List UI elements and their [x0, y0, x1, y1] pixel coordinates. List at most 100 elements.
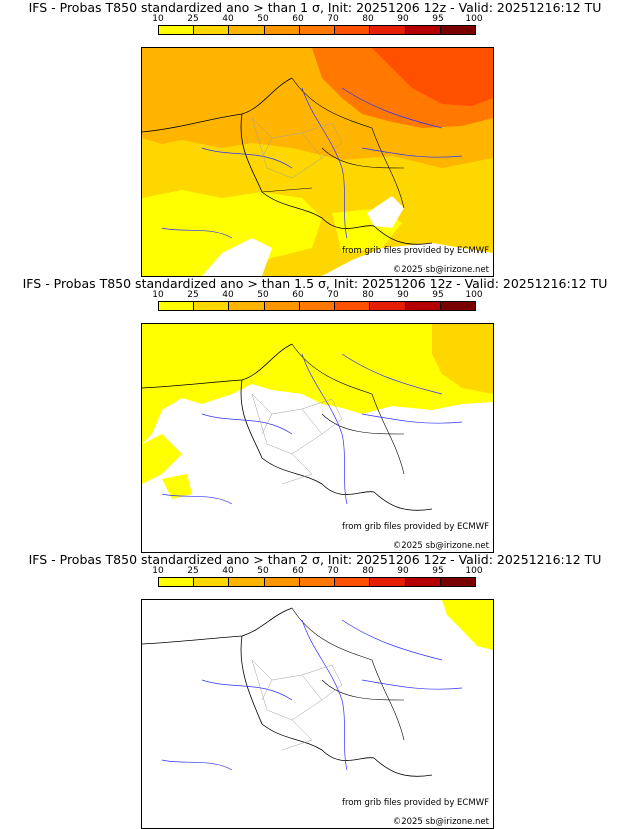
map-panel-2sigma: IFS - Probas T850 standardized ano > tha…	[0, 552, 630, 829]
panel-title: IFS - Probas T850 standardized ano > tha…	[28, 552, 602, 567]
scale-label: 70	[327, 566, 339, 576]
panel-title: IFS - Probas T850 standardized ano > tha…	[22, 276, 608, 291]
scale-swatch	[335, 578, 371, 586]
coastline	[142, 77, 433, 245]
scale-swatch	[194, 26, 230, 34]
river	[161, 87, 463, 239]
scale-label: 25	[187, 14, 199, 24]
probability-fill-25	[142, 324, 493, 444]
scale-label: 90	[397, 566, 409, 576]
scale-swatch	[370, 26, 406, 34]
map-background	[142, 600, 493, 828]
scale-swatch	[264, 578, 300, 586]
scale-label: 100	[465, 566, 483, 576]
scale-label: 95	[432, 290, 444, 300]
scale-swatch	[159, 302, 195, 310]
data-credit: from grib files provided by ECMWF	[342, 246, 489, 256]
scale-swatch	[264, 26, 300, 34]
scale-label: 90	[397, 14, 409, 24]
probability-fill-25	[142, 434, 182, 484]
river	[161, 619, 463, 771]
scale-swatch	[370, 578, 406, 586]
scale-label: 60	[292, 290, 304, 300]
map-canvas	[142, 48, 493, 276]
scale-swatch	[264, 302, 300, 310]
probability-fill-40	[432, 324, 493, 394]
scale-swatch	[194, 302, 230, 310]
scale-label: 80	[362, 566, 374, 576]
coastline	[142, 343, 433, 511]
scale-label: 40	[222, 290, 234, 300]
map-canvas	[142, 600, 493, 828]
scale-label: 80	[362, 290, 374, 300]
probability-fill-25	[442, 600, 493, 650]
probability-map: from grib files provided by ECMWF ©2025 …	[141, 47, 494, 277]
country-border	[291, 607, 405, 741]
probability-fill-25	[162, 474, 192, 499]
coastline	[142, 607, 433, 777]
scale-label: 60	[292, 566, 304, 576]
scale-swatch	[405, 26, 441, 34]
color-scale-bar	[158, 301, 476, 311]
map-panel-1sigma: IFS - Probas T850 standardized ano > tha…	[0, 0, 630, 277]
panel-title: IFS - Probas T850 standardized ano > tha…	[28, 0, 602, 15]
probability-fill-70	[372, 48, 493, 106]
copyright: ©2025 sb@irizone.net	[392, 265, 489, 275]
scale-label: 50	[257, 14, 269, 24]
scale-swatch	[194, 578, 230, 586]
color-scale-bar	[158, 577, 476, 587]
color-scale: 10 25 40 50 60 70 80 90 95 100	[152, 566, 483, 590]
scale-swatch	[440, 302, 475, 310]
scale-label: 25	[187, 566, 199, 576]
scale-label: 80	[362, 14, 374, 24]
scale-label: 70	[327, 14, 339, 24]
color-scale-bar	[158, 25, 476, 35]
sea-area	[367, 196, 404, 228]
copyright: ©2025 sb@irizone.net	[392, 541, 489, 551]
scale-label: 95	[432, 566, 444, 576]
admin-boundary	[251, 659, 343, 751]
scale-swatch	[370, 302, 406, 310]
scale-label: 50	[257, 566, 269, 576]
scale-label: 25	[187, 290, 199, 300]
country-border	[261, 77, 405, 209]
copyright: ©2025 sb@irizone.net	[392, 817, 489, 827]
scale-swatch	[159, 26, 195, 34]
scale-label: 95	[432, 14, 444, 24]
scale-swatch	[440, 26, 475, 34]
scale-label: 60	[292, 14, 304, 24]
admin-boundary	[251, 117, 343, 179]
scale-label: 70	[327, 290, 339, 300]
scale-swatch	[229, 578, 265, 586]
scale-label: 40	[222, 566, 234, 576]
data-credit: from grib files provided by ECMWF	[342, 798, 489, 808]
scale-label: 10	[152, 14, 164, 24]
probability-fill-25	[142, 190, 322, 276]
scale-label: 50	[257, 290, 269, 300]
sea-area	[202, 238, 272, 276]
scale-swatch	[159, 578, 195, 586]
color-scale: 10 25 40 50 60 70 80 90 95 100	[152, 14, 483, 38]
scale-swatch	[335, 26, 371, 34]
scale-swatch	[299, 578, 336, 586]
country-border	[291, 343, 405, 475]
scale-swatch	[299, 26, 336, 34]
scale-label: 10	[152, 566, 164, 576]
river	[161, 353, 463, 505]
color-scale: 10 25 40 50 60 70 80 90 95 100	[152, 290, 483, 314]
scale-swatch	[299, 302, 336, 310]
scale-swatch	[335, 302, 371, 310]
map-panel-1-5sigma: IFS - Probas T850 standardized ano > tha…	[0, 276, 630, 553]
scale-label: 90	[397, 290, 409, 300]
map-canvas	[142, 324, 493, 552]
scale-swatch	[405, 302, 441, 310]
scale-swatch	[440, 578, 475, 586]
probability-map: from grib files provided by ECMWF ©2025 …	[141, 599, 494, 829]
data-credit: from grib files provided by ECMWF	[342, 522, 489, 532]
sea-area	[322, 243, 493, 276]
scale-label: 10	[152, 290, 164, 300]
scale-label: 100	[465, 290, 483, 300]
admin-boundary	[251, 393, 343, 485]
scale-swatch	[405, 578, 441, 586]
scale-swatch	[229, 302, 265, 310]
